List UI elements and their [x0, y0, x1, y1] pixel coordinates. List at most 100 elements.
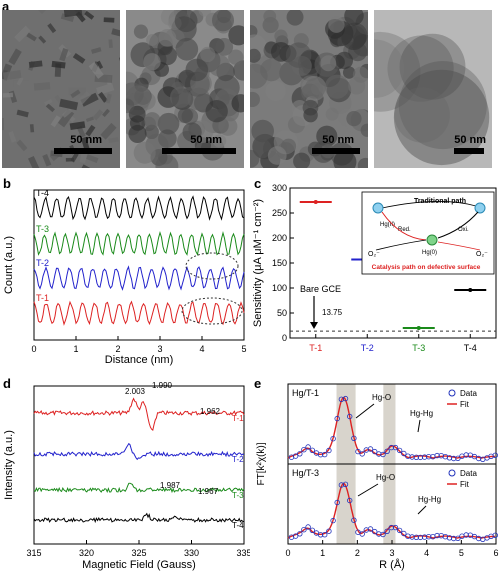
chart-c-x-tick-label: T-2	[361, 343, 374, 353]
tem-particle	[274, 29, 288, 43]
chart-c-y-tick-label: 200	[272, 233, 287, 243]
tem-particle	[59, 48, 69, 62]
tem-background	[374, 10, 492, 168]
chart-c-y-tick-label: 250	[272, 208, 287, 218]
tem-particle	[51, 60, 66, 69]
tem-particle	[85, 116, 94, 123]
chart-e-data-point	[351, 435, 357, 441]
chart-e-data-point	[342, 481, 349, 487]
chart-c-inset-hg2-label: Hg(II)	[380, 222, 395, 228]
tem-particle	[50, 115, 61, 128]
chart-e-data-point	[292, 453, 299, 459]
tem-particle	[16, 139, 28, 152]
tem-particle	[325, 107, 339, 121]
chart-e-top-title: Hg/T-1	[292, 388, 319, 398]
chart-d-series-label: T-2	[232, 455, 244, 464]
chart-e-data-point	[359, 531, 365, 537]
tem-particle	[155, 154, 179, 168]
tem-particle	[2, 63, 13, 81]
chart-d-x-tick-label: 325	[131, 548, 146, 558]
chart-b-x-tick-label: 0	[31, 344, 36, 354]
tem-particle	[38, 35, 47, 44]
tem-particle	[250, 91, 260, 108]
chart-b-x-tick-label: 2	[115, 344, 120, 354]
chart-e-bottom-arrow-hg-hg	[417, 505, 427, 515]
tem-particle	[59, 98, 79, 111]
chart-e-data-point	[413, 534, 419, 540]
tem-particle	[128, 124, 147, 144]
chart-d-annotation-1967: 1.967	[198, 487, 219, 496]
chart-d-x-tick-label: 320	[79, 548, 94, 558]
tem-particle	[328, 16, 345, 33]
tem-particle	[8, 48, 22, 65]
chart-c-y-tick-label: 300	[272, 183, 287, 193]
chart-c-ylabel: Sensitivity (μA μM⁻¹ cm⁻²)	[252, 199, 264, 327]
chart-c-inset-hg0-node	[426, 234, 438, 246]
tem-particle	[111, 28, 120, 38]
tem-particle	[260, 58, 283, 82]
chart-e-data-point	[392, 444, 399, 451]
chart-e-data-point	[305, 524, 311, 530]
chart-d-series-t-1	[33, 397, 245, 431]
tem-particle	[60, 13, 75, 22]
chart-d-annotation-1962: 1.962	[200, 407, 221, 416]
chart-e-data-point	[388, 524, 394, 531]
chart-e-data-point	[338, 396, 345, 402]
tem-particle	[92, 109, 104, 121]
panel-label-d: d	[3, 376, 11, 391]
scale-bar-label-1: 50 nm	[70, 134, 102, 146]
tem-particle	[143, 112, 161, 129]
tem-particle	[98, 91, 108, 103]
tem-particle	[182, 122, 202, 142]
tem-particle	[76, 90, 92, 106]
chart-e-legend-fit: Fit	[460, 400, 470, 409]
tem-particle	[47, 23, 57, 34]
chart-d-x-tick-label: 335	[236, 548, 250, 558]
panel-label-a: a	[2, 0, 10, 14]
chart-e-data-point	[346, 413, 353, 420]
chart-e-data-point	[425, 533, 432, 540]
tem-particle	[103, 17, 115, 23]
scale-bar-label-4: 50 nm	[454, 134, 486, 146]
tem-particle	[217, 10, 231, 24]
tem-particle	[271, 41, 291, 62]
tem-particle	[26, 32, 37, 42]
chart-c-bare-gce-label: Bare GCE	[300, 284, 341, 294]
chart-c-inset-frame	[361, 191, 495, 275]
tem-particle	[42, 154, 52, 167]
chart-e-ylabel: FT[k²χ(k)]	[256, 442, 267, 485]
chart-b-series-label: T-4	[36, 188, 49, 198]
tem-particle	[2, 92, 14, 98]
chart-c-y-tick-label: 150	[272, 258, 287, 268]
tem-particle	[37, 10, 52, 14]
chart-e-data-point	[367, 526, 374, 532]
tem-particle	[320, 55, 337, 72]
chart-e-data-point	[492, 452, 498, 458]
tem-particle	[212, 134, 227, 148]
tem-particle	[146, 33, 159, 46]
chart-e-data-point	[371, 448, 378, 455]
tem-particle	[303, 107, 318, 123]
tem-particle	[8, 131, 17, 143]
tem-particle	[96, 83, 115, 96]
chart-b-series-label: T-2	[36, 258, 49, 268]
chart-c-inset-o2-arrow	[375, 239, 427, 251]
chart-c-y-tick-label: 100	[272, 283, 287, 293]
tem-particle	[399, 33, 466, 100]
tem-particle	[304, 78, 326, 99]
tem-particle	[16, 109, 29, 118]
chart-e-data-point	[401, 530, 407, 537]
tem-particle	[177, 107, 193, 123]
chart-c-inset-red-arrow	[381, 211, 427, 241]
tem-particle	[324, 74, 350, 99]
chart-e-x-tick-label: 5	[459, 548, 464, 558]
chart-b-x-tick-label: 1	[73, 344, 78, 354]
chart-e-data-point	[334, 499, 340, 506]
tem-particle	[285, 42, 312, 68]
chart-e-top-arrow-hg-o	[355, 403, 375, 419]
chart-e-x-tick-label: 2	[355, 548, 360, 558]
chart-e-data-point	[367, 446, 374, 452]
chart-e-data-point	[297, 451, 303, 457]
tem-particle	[352, 66, 368, 83]
